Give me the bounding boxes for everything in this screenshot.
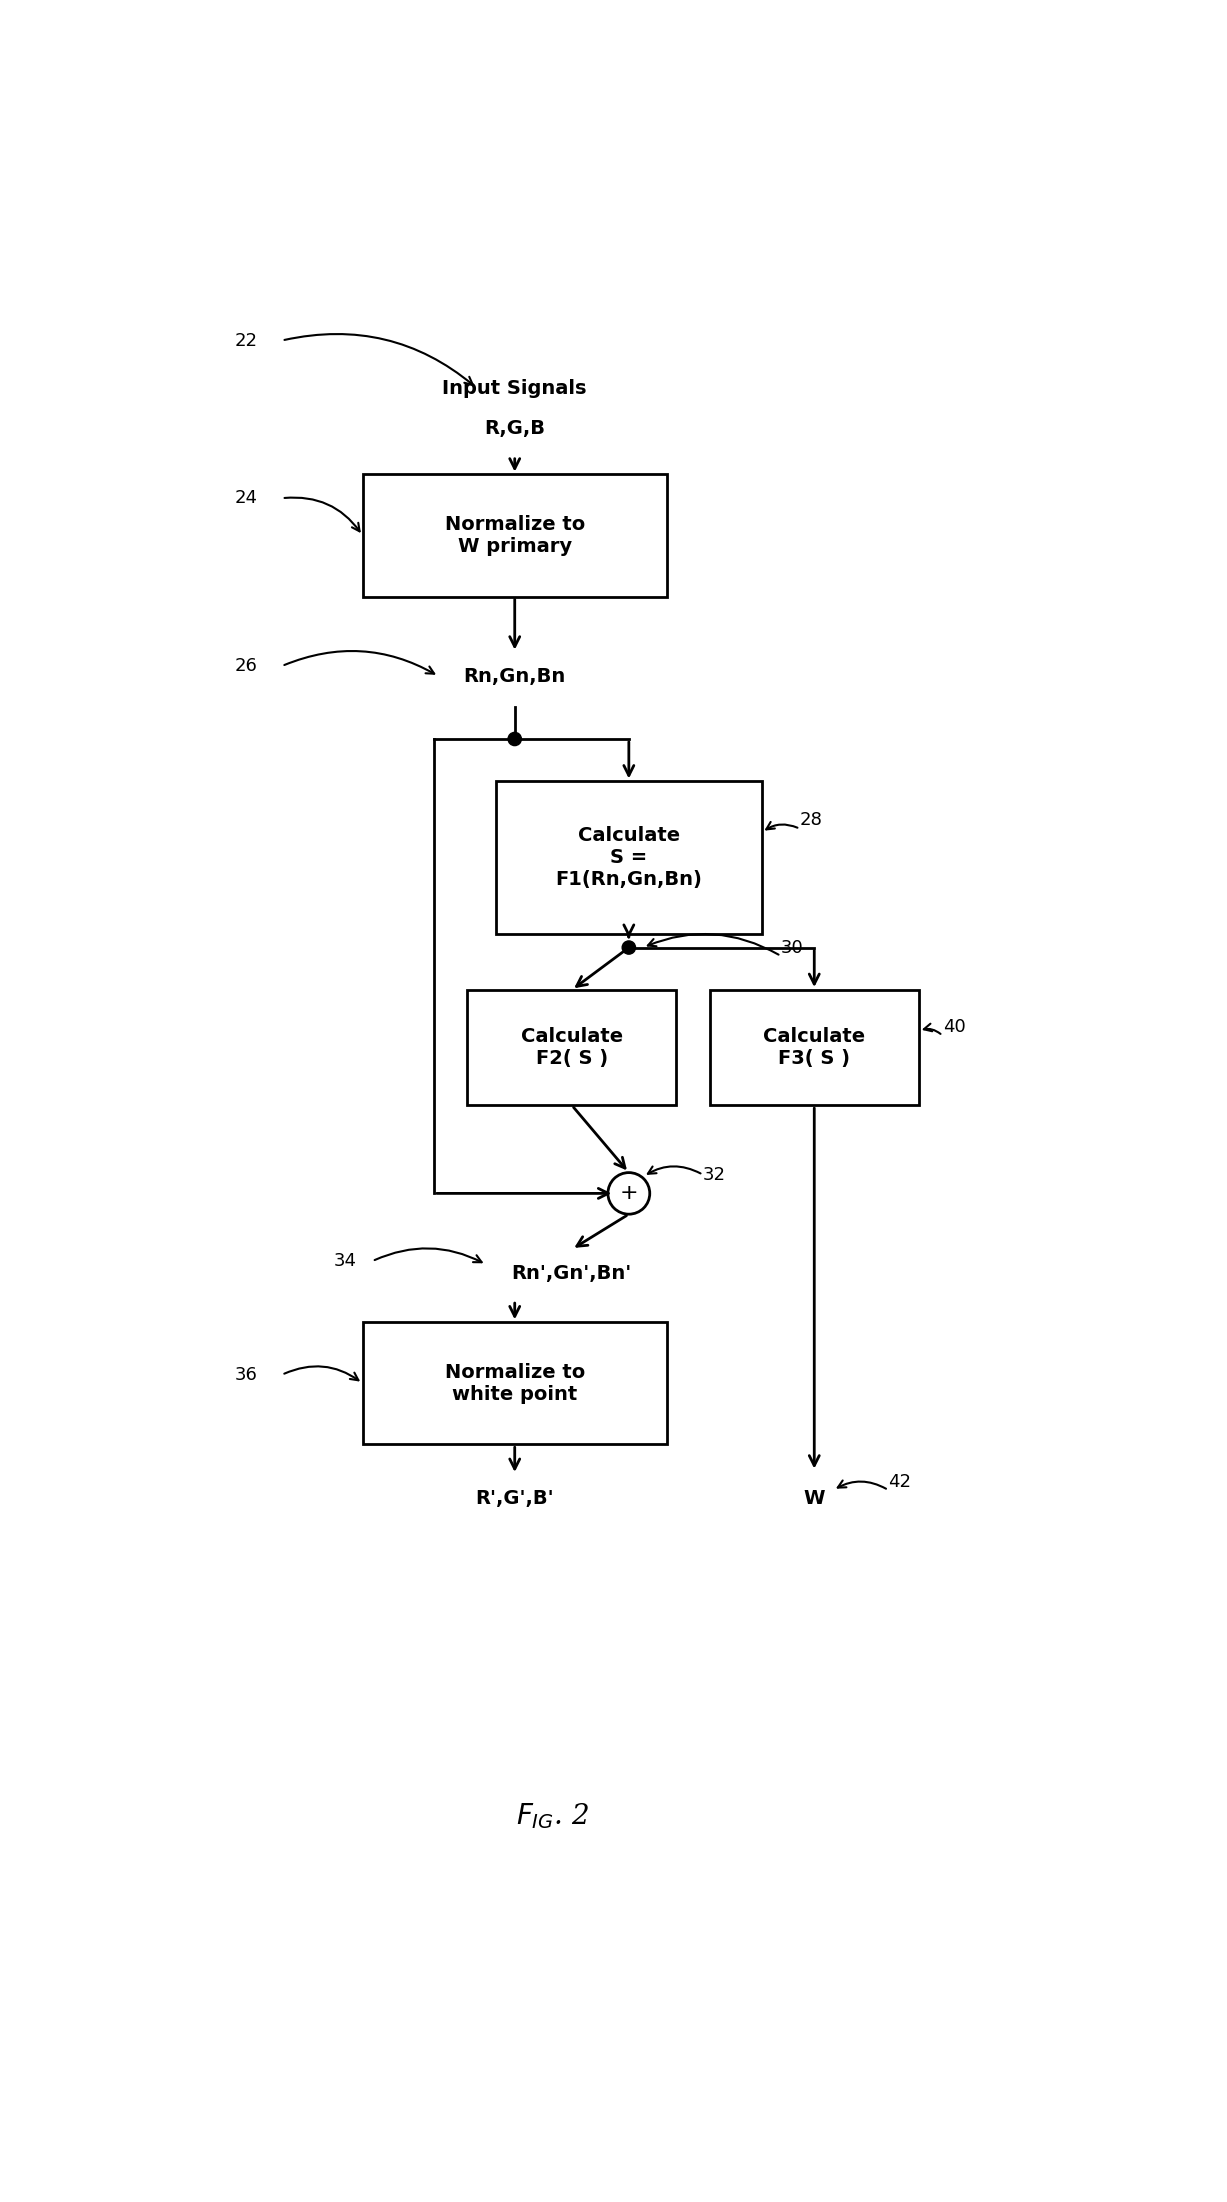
Text: 34: 34 bbox=[334, 1253, 357, 1271]
Text: Calculate
F2( S ): Calculate F2( S ) bbox=[520, 1026, 623, 1068]
FancyBboxPatch shape bbox=[496, 782, 762, 934]
Text: 24: 24 bbox=[234, 489, 258, 506]
Text: Input Signals: Input Signals bbox=[443, 379, 587, 399]
Text: R,G,B: R,G,B bbox=[485, 418, 545, 438]
Text: 26: 26 bbox=[234, 656, 258, 676]
Text: 42: 42 bbox=[888, 1473, 912, 1491]
Ellipse shape bbox=[508, 733, 521, 746]
Text: Rn,Gn,Bn: Rn,Gn,Bn bbox=[464, 667, 566, 685]
FancyBboxPatch shape bbox=[362, 473, 667, 597]
Ellipse shape bbox=[607, 1174, 650, 1213]
Text: 22: 22 bbox=[234, 333, 258, 350]
Text: W: W bbox=[804, 1489, 825, 1508]
Text: R',G',B': R',G',B' bbox=[475, 1489, 555, 1508]
FancyBboxPatch shape bbox=[467, 991, 676, 1105]
Text: Calculate
F3( S ): Calculate F3( S ) bbox=[763, 1026, 865, 1068]
Text: $F_{IG}$. 2: $F_{IG}$. 2 bbox=[517, 1801, 589, 1830]
Text: 30: 30 bbox=[780, 938, 804, 956]
Text: Rn',Gn',Bn': Rn',Gn',Bn' bbox=[512, 1264, 632, 1282]
Text: 36: 36 bbox=[234, 1365, 258, 1383]
FancyBboxPatch shape bbox=[362, 1321, 667, 1445]
Text: 28: 28 bbox=[800, 810, 823, 830]
Text: +: + bbox=[620, 1182, 638, 1204]
Text: Calculate
S =
F1(Rn,Gn,Bn): Calculate S = F1(Rn,Gn,Bn) bbox=[556, 826, 702, 890]
Text: Normalize to
white point: Normalize to white point bbox=[444, 1363, 585, 1405]
FancyBboxPatch shape bbox=[709, 991, 919, 1105]
Text: 40: 40 bbox=[942, 1017, 966, 1037]
Text: Normalize to
W primary: Normalize to W primary bbox=[444, 515, 585, 557]
Text: 32: 32 bbox=[703, 1165, 726, 1185]
Ellipse shape bbox=[622, 940, 636, 953]
